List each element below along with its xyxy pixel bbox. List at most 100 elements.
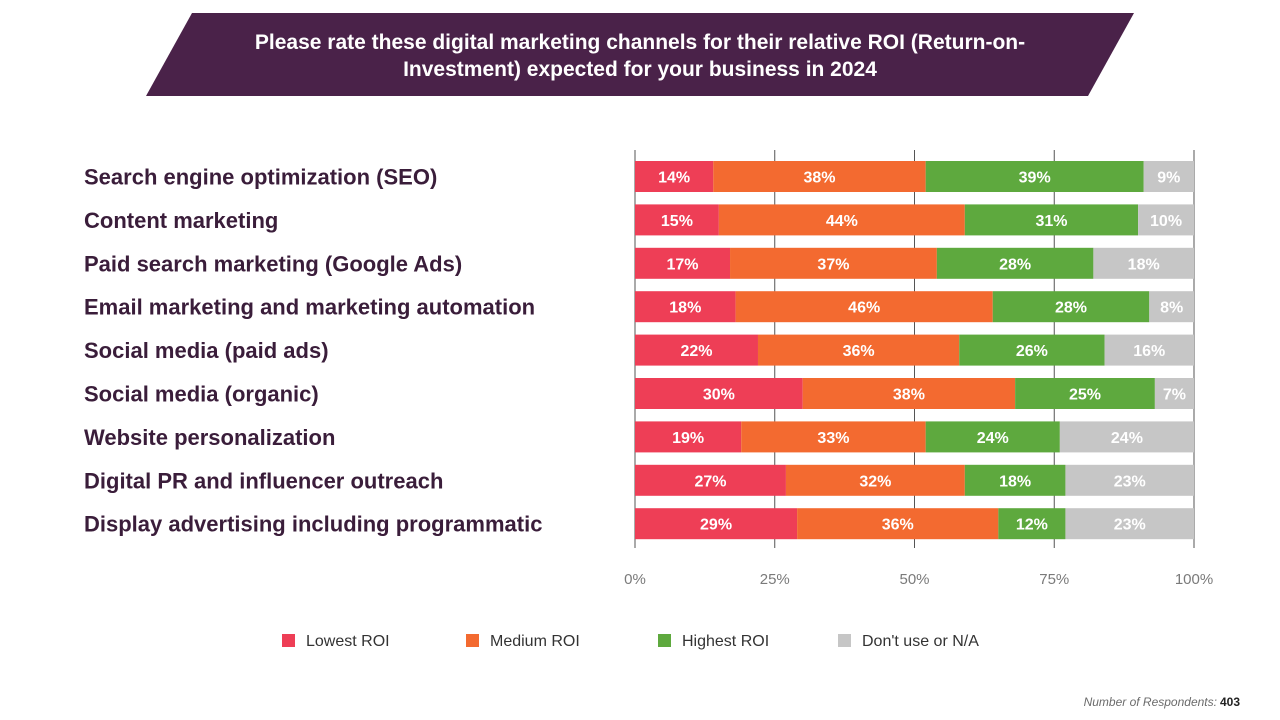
bar-segment <box>1015 378 1155 409</box>
category-label: Search engine optimization (SEO) <box>84 165 437 190</box>
data-label: 28% <box>1055 300 1087 317</box>
legend-swatch <box>466 634 479 647</box>
data-label: 31% <box>1035 213 1067 230</box>
data-label: 7% <box>1163 387 1186 404</box>
bar-segment <box>635 247 731 279</box>
x-tick-label: 100% <box>1175 571 1213 588</box>
category-label: Social media (organic) <box>84 382 319 407</box>
bar-segment <box>802 378 1016 409</box>
data-label: 15% <box>661 213 693 230</box>
data-label: 33% <box>817 430 849 447</box>
x-tick-label: 50% <box>899 571 929 588</box>
bar-segment <box>992 291 1150 323</box>
legend-swatch <box>658 634 671 647</box>
bar-segment <box>635 464 786 496</box>
x-tick-label: 0% <box>624 571 646 588</box>
banner-shape <box>146 13 1134 96</box>
x-tick-label: 75% <box>1039 571 1069 588</box>
data-label: 24% <box>1111 430 1143 447</box>
title-banner: Please rate these digital marketing chan… <box>146 13 1134 96</box>
data-label: 18% <box>1128 256 1160 273</box>
bar-segment <box>1149 291 1194 323</box>
category-label: Email marketing and marketing automation <box>84 295 535 320</box>
data-label: 29% <box>700 517 732 534</box>
data-label: 30% <box>703 387 735 404</box>
category-label: Display advertising including programmat… <box>84 512 542 537</box>
bar-segment <box>713 161 926 192</box>
data-label: 10% <box>1150 213 1182 230</box>
bar-segment <box>635 508 798 540</box>
bar-segment <box>635 291 736 323</box>
bar-segment <box>1065 464 1194 496</box>
data-label: 38% <box>893 387 925 404</box>
data-label: 14% <box>658 170 690 187</box>
bar-segment <box>797 508 999 540</box>
bar-segment <box>635 334 758 366</box>
data-label: 25% <box>1069 387 1101 404</box>
legend-label: Don't use or N/A <box>862 633 979 650</box>
data-label: 18% <box>999 473 1031 490</box>
bar-segment <box>964 464 1066 496</box>
data-label: 22% <box>680 343 712 360</box>
data-label: 23% <box>1114 473 1146 490</box>
data-label: 19% <box>672 430 704 447</box>
bar-segment <box>635 378 803 409</box>
data-label: 32% <box>859 473 891 490</box>
data-label: 44% <box>826 213 858 230</box>
data-label: 12% <box>1016 517 1048 534</box>
respondents-note: Number of Respondents: 403 <box>1084 695 1240 709</box>
legend-label: Lowest ROI <box>306 633 390 650</box>
respondents-label: Number of Respondents: <box>1083 695 1217 709</box>
bar-segment <box>1143 161 1194 192</box>
bar-segment <box>1059 421 1194 453</box>
bar-segment <box>735 291 993 323</box>
bar-segment <box>1154 378 1194 409</box>
data-label: 36% <box>882 517 914 534</box>
data-label: 16% <box>1133 343 1165 360</box>
data-label: 28% <box>999 256 1031 273</box>
respondents-count: 403 <box>1219 695 1240 709</box>
category-label: Website personalization <box>84 425 335 450</box>
data-label: 24% <box>977 430 1009 447</box>
data-label: 18% <box>669 300 701 317</box>
data-label: 39% <box>1019 170 1051 187</box>
bar-segment <box>959 334 1105 366</box>
data-label: 8% <box>1160 300 1183 317</box>
data-label: 36% <box>843 343 875 360</box>
category-label: Content marketing <box>84 208 278 233</box>
bar-segment <box>635 161 714 192</box>
bar-segment <box>1138 204 1194 236</box>
data-label: 37% <box>817 256 849 273</box>
legend-swatch <box>838 634 851 647</box>
bar-segment <box>757 334 960 366</box>
data-label: 23% <box>1114 517 1146 534</box>
bar-segment <box>1104 334 1194 366</box>
category-label: Paid search marketing (Google Ads) <box>84 251 462 276</box>
stacked-bar-chart: 0% 25% 50% 75% 100% Search engine optimizatio… <box>84 150 1213 650</box>
x-tick-label: 25% <box>760 571 790 588</box>
bar-segment <box>1093 247 1194 279</box>
data-label: 9% <box>1157 170 1180 187</box>
chart-title: Please rate these digital marketing chan… <box>254 31 1026 81</box>
bar-segment <box>730 247 937 279</box>
bar-segment <box>635 421 742 453</box>
bar-segment <box>1065 508 1194 540</box>
category-label: Social media (paid ads) <box>84 338 329 363</box>
bar-segment <box>718 204 965 236</box>
data-label: 46% <box>848 300 880 317</box>
legend-swatch <box>282 634 295 647</box>
bar-segment <box>635 204 719 236</box>
bar-segment <box>741 421 926 453</box>
bar-segment <box>936 247 1094 279</box>
bar-segment <box>964 204 1139 236</box>
data-label: 17% <box>666 256 698 273</box>
legend-label: Medium ROI <box>490 633 580 650</box>
legend-label: Highest ROI <box>682 633 769 650</box>
bar-segment <box>925 421 1060 453</box>
bar-segment <box>785 464 965 496</box>
data-label: 27% <box>694 473 726 490</box>
bar-segment <box>925 161 1144 192</box>
data-label: 38% <box>803 170 835 187</box>
data-label: 26% <box>1016 343 1048 360</box>
category-label: Digital PR and influencer outreach <box>84 468 443 493</box>
